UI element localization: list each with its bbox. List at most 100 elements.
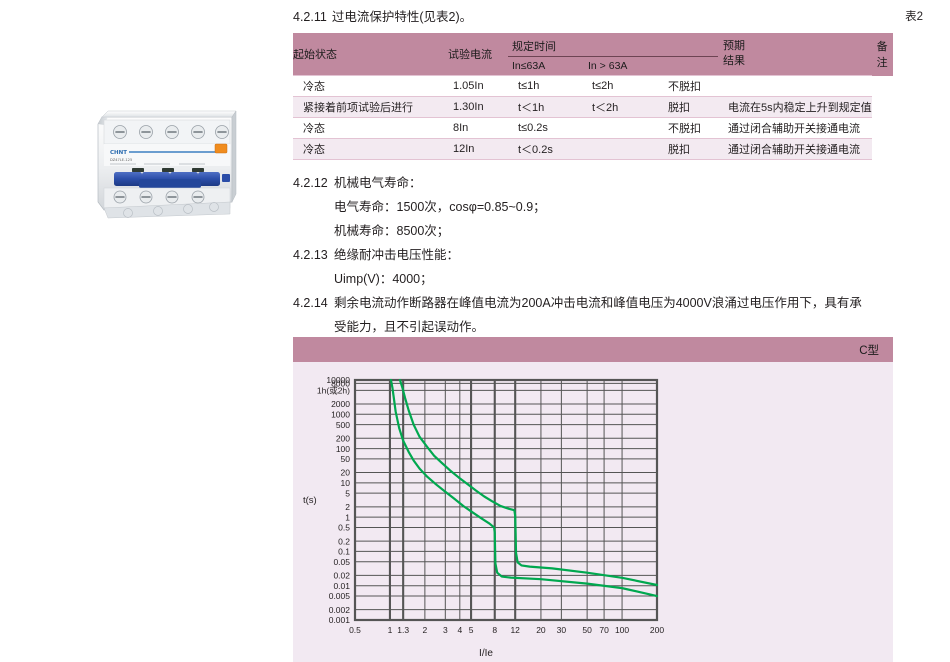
cell-state: 冷态 [293,75,443,97]
breaker-body: CHNT DZ47LE-125 [97,110,237,219]
cell-remark: 电流在5s内稳定上升到规定值 [718,96,872,118]
svg-text:5: 5 [345,488,350,498]
section-text-line2: 受能力，且不引起误动作。 [334,320,485,334]
cell-current: 1.05In [443,75,508,97]
cell-remark: 通过闭合辅助开关接通电流 [718,138,872,160]
cell-result: 脱扣 [658,96,718,118]
svg-text:5: 5 [469,625,474,635]
table-caption: 表2 [905,11,923,23]
svg-text:0.2: 0.2 [338,536,350,546]
header-sub-in-gt-63: In > 63A [588,60,628,72]
table-row: 冷态 12In t＜0.2s 脱扣 通过闭合辅助开关接通电流 [293,138,893,160]
svg-text:8: 8 [492,625,497,635]
section-number: 4.2.11 [293,10,327,24]
svg-text:3: 3 [443,625,448,635]
header-initial-state: 起始状态 [293,33,443,76]
uimp-line: Uimp(V)：4000； [334,272,433,286]
mechanical-life-line: 机械寿命：8500次； [334,224,450,238]
svg-text:2000: 2000 [331,399,350,409]
svg-text:0.005: 0.005 [329,591,351,601]
table-row: 紧接着前项试验后进行 1.30In t＜1h t＜2h 脱扣 电流在5s内稳定上… [293,96,893,118]
table-row: 冷态 1.05In t≤1h t≤2h 不脱扣 [293,75,893,97]
status-indicator [214,143,228,154]
svg-text:1h(或2h): 1h(或2h) [317,386,350,396]
svg-text:0.5: 0.5 [349,625,361,635]
section-text-line1: 剩余电流动作断路器在峰值电流为200A冲击电流和峰值电压为4000V浪涌过电压作… [334,296,862,310]
cell-time-le63: t≤1h [508,75,582,97]
cell-time-gt63: t≤2h [582,75,658,97]
table-header-row: 起始状态 试验电流 规定时间 In≤63A In > 63A 预期 结果 [293,33,893,76]
cell-result: 脱扣 [658,138,718,160]
terminal-screws-bottom [113,190,205,204]
product-photo-circuit-breaker: CHNT DZ47LE-125 [84,84,240,220]
svg-text:10000: 10000 [326,375,350,385]
section-number: 4.2.12 [293,176,328,190]
svg-text:I/Ie: I/Ie [479,648,493,659]
svg-text:1: 1 [345,512,350,522]
svg-text:1: 1 [388,625,393,635]
svg-text:200: 200 [336,433,350,443]
electrical-life-line: 电气寿命：1500次，cosφ=0.85~0.9； [334,200,546,214]
cell-remark: 通过闭合辅助开关接通电流 [718,117,872,139]
section-title: 过电流保护特性(见表2)。 [331,10,473,24]
section-4-2-14: 4.2.14 剩余电流动作断路器在峰值电流为200A冲击电流和峰值电压为4000… [293,291,893,315]
svg-text:50: 50 [582,625,592,635]
trip-curve-chart: 1 2 5 10 20 50 100 200 500 1000 2000 1h(或2h) 8000 100… [293,362,893,662]
cell-result: 不脱扣 [658,117,718,139]
cell-remark [718,75,872,97]
overcurrent-protection-table: 起始状态 试验电流 规定时间 In≤63A In > 63A 预期 结果 [293,33,893,160]
header-remarks: 备注 [871,33,893,76]
section-number: 4.2.14 [293,296,328,310]
svg-text:CHNT: CHNT [110,150,127,156]
svg-text:20: 20 [536,625,546,635]
svg-text:0.05: 0.05 [333,557,350,567]
header-sub-in-le-63: In≤63A [512,60,546,72]
svg-text:8000: 8000 [331,379,350,389]
document-content: 4.2.11 过电流保护特性(见表2)。 表2 起始状态 试验电流 规定时间 I… [293,0,923,363]
cell-state: 冷态 [293,117,443,139]
svg-text:20: 20 [341,468,351,478]
svg-text:4: 4 [457,625,462,635]
svg-text:t(s): t(s) [303,495,317,506]
cell-time-gt63: t＜2h [582,96,658,118]
svg-text:0.01: 0.01 [333,581,350,591]
svg-text:0.02: 0.02 [333,571,350,581]
cell-current: 8In [443,117,508,139]
table-body: 冷态 1.05In t≤1h t≤2h 不脱扣 紧接着前项试验后进行 1.30I… [293,75,893,160]
svg-text:100: 100 [336,444,350,454]
header-specified-time: 规定时间 In≤63A In > 63A [508,33,718,76]
svg-text:0.001: 0.001 [329,615,351,625]
svg-text:70: 70 [599,625,609,635]
cell-current: 1.30In [443,96,508,118]
table-header: 起始状态 试验电流 规定时间 In≤63A In > 63A 预期 结果 [293,33,893,76]
specification-paragraphs: 4.2.12 机械电气寿命： 电气寿命：1500次，cosφ=0.85~0.9；… [293,171,893,363]
trip-curve-panel: C型 1 2 5 10 20 50 100 200 500 1000 2000 1h(或2h) 8000… [293,337,893,662]
svg-text:1.3: 1.3 [397,625,409,635]
section-title: 机械电气寿命： [334,176,422,190]
cell-time-span: t≤0.2s [508,117,658,139]
svg-text:0.5: 0.5 [338,523,350,533]
section-4-2-11-heading: 4.2.11 过电流保护特性(见表2)。 表2 [293,0,923,25]
header-expected-line1: 预期 [723,40,745,52]
svg-text:DZ47LE-125: DZ47LE-125 [110,158,132,162]
svg-text:10: 10 [341,478,351,488]
section-title: 绝缘耐冲击电压性能： [334,248,460,262]
svg-text:500: 500 [336,420,350,430]
svg-text:0.002: 0.002 [329,605,351,615]
cell-state: 冷态 [293,138,443,160]
svg-text:2: 2 [345,502,350,512]
cell-time-span: t＜0.2s [508,138,658,160]
svg-text:2: 2 [423,625,428,635]
cell-result: 不脱扣 [658,75,718,97]
header-expected-result: 预期 结果 [718,33,872,76]
cell-current: 12In [443,138,508,160]
svg-text:100: 100 [615,625,629,635]
svg-text:200: 200 [650,625,664,635]
section-number: 4.2.13 [293,248,328,262]
curve-type-label: C型 [859,344,879,357]
section-4-2-12: 4.2.12 机械电气寿命： [293,171,893,195]
toggle-levers [114,172,230,188]
svg-text:30: 30 [557,625,567,635]
svg-text:50: 50 [341,454,351,464]
chart-header-bar: C型 [293,337,893,362]
